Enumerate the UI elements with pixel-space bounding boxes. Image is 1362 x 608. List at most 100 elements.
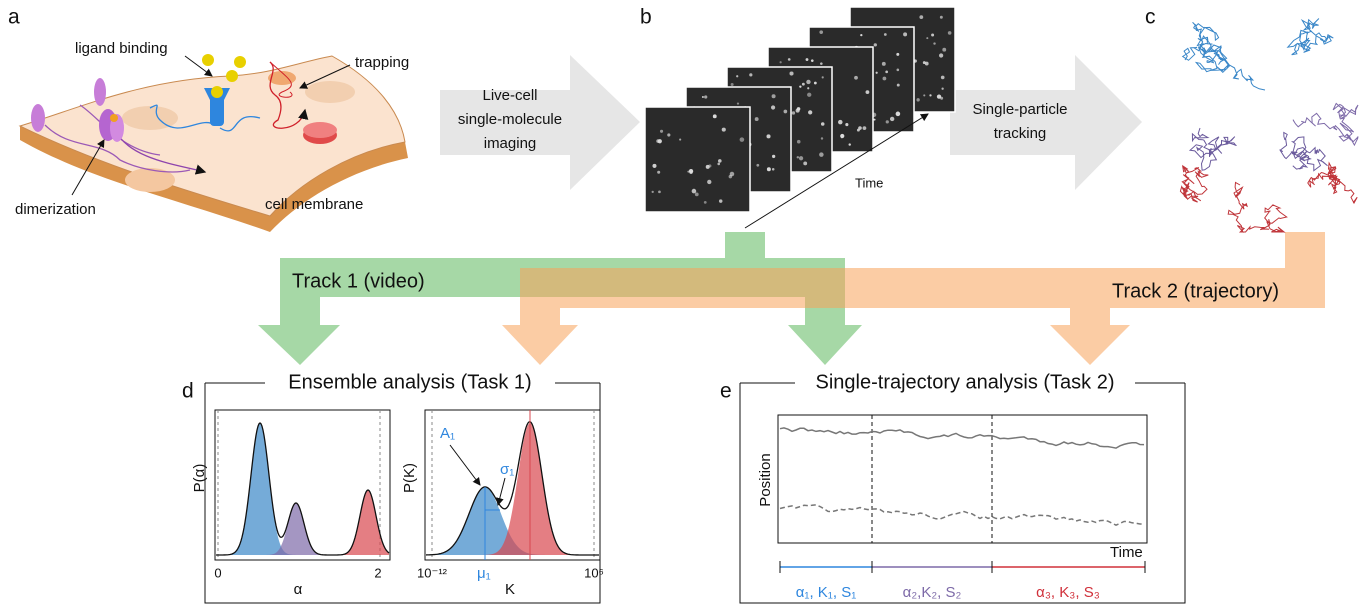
step-text: tracking <box>994 125 1047 142</box>
spot <box>822 76 824 78</box>
spot <box>866 90 870 94</box>
pointer <box>450 445 480 485</box>
spot <box>807 87 809 89</box>
tick-label: 0 <box>214 565 221 580</box>
label: ligand binding <box>75 40 168 57</box>
spot <box>772 168 775 171</box>
spot <box>797 107 801 111</box>
spot <box>704 95 707 98</box>
position-series <box>780 428 1144 525</box>
spot <box>885 71 888 74</box>
spot <box>948 31 952 35</box>
spot <box>652 164 656 168</box>
label: dimerization <box>15 201 96 218</box>
spot <box>780 61 782 63</box>
annotation: σ₁ <box>500 461 514 478</box>
spot <box>811 59 814 62</box>
spot <box>923 94 925 96</box>
spot <box>788 58 791 61</box>
segment-label: α₂,K₂, S₂ <box>903 584 962 601</box>
spot <box>689 169 693 173</box>
spot <box>702 96 704 98</box>
spot <box>755 117 759 121</box>
spot <box>657 171 660 174</box>
spot <box>886 120 889 123</box>
spot <box>820 62 823 65</box>
spot <box>740 137 745 142</box>
track-label: Track 1 (video) <box>292 270 425 292</box>
spot <box>919 15 923 19</box>
spot <box>939 53 943 57</box>
segment-label: α₁, K₁, S₁ <box>796 584 857 601</box>
spot <box>821 137 823 139</box>
spot <box>940 16 943 19</box>
track-label: Track 2 (trajectory) <box>1112 280 1279 302</box>
spot <box>772 94 776 98</box>
spot <box>896 112 901 117</box>
panel-label: b <box>640 6 652 29</box>
panel-title: Single-trajectory analysis (Task 2) <box>816 371 1115 393</box>
spot <box>660 130 663 133</box>
panel-frame <box>740 383 1185 603</box>
spot <box>845 123 848 126</box>
spot <box>883 77 887 81</box>
x-label: α <box>294 581 303 598</box>
spot <box>667 133 670 136</box>
spot <box>941 88 943 90</box>
spot <box>819 152 823 156</box>
spot <box>929 94 931 96</box>
label: trapping <box>355 54 409 71</box>
spot <box>722 128 726 132</box>
position-line <box>780 505 1144 525</box>
y-label: P(α) <box>191 464 208 493</box>
trajectory <box>1180 166 1208 202</box>
step-text: Single-particle <box>972 101 1067 118</box>
spot <box>784 110 788 114</box>
spot <box>756 164 759 167</box>
step-text: single-molecule <box>458 111 562 128</box>
y-label: P(K) <box>401 463 418 493</box>
tick-label: 10⁶ <box>584 565 604 580</box>
panel-label: e <box>720 380 732 403</box>
step-text: imaging <box>484 135 537 152</box>
spot <box>903 32 907 36</box>
spot <box>656 139 660 143</box>
annotation: μ₁ <box>477 565 491 582</box>
spot <box>925 62 929 66</box>
spot <box>749 73 752 76</box>
spot <box>766 134 770 138</box>
spot <box>840 134 844 138</box>
spot <box>896 53 899 56</box>
spot <box>737 102 739 104</box>
y-label: Position <box>757 453 774 506</box>
spot <box>806 80 810 84</box>
spot <box>792 111 795 114</box>
spot <box>772 155 775 158</box>
spot <box>937 94 941 98</box>
spot <box>882 62 886 66</box>
segment-label: α₃, K₃, S₃ <box>1036 584 1100 601</box>
spot <box>799 86 801 88</box>
spot <box>799 156 803 160</box>
spot <box>713 114 717 118</box>
spot <box>821 122 825 126</box>
pointer <box>498 478 505 505</box>
spot <box>692 189 697 194</box>
spot <box>931 34 934 37</box>
spot <box>719 199 722 202</box>
step-text: Live-cell <box>482 87 537 104</box>
x-label: Time <box>1110 544 1143 561</box>
spot <box>819 30 823 34</box>
spot <box>695 192 699 196</box>
spot <box>797 156 799 158</box>
trajectories <box>1180 19 1358 233</box>
spot <box>717 163 720 166</box>
spot <box>808 110 812 114</box>
spot <box>658 190 661 193</box>
label: cell membrane <box>265 196 363 213</box>
tick-label: 2 <box>374 565 381 580</box>
trajectory <box>1293 103 1358 145</box>
spot <box>789 71 793 75</box>
spot <box>679 138 681 140</box>
spot <box>652 191 654 193</box>
